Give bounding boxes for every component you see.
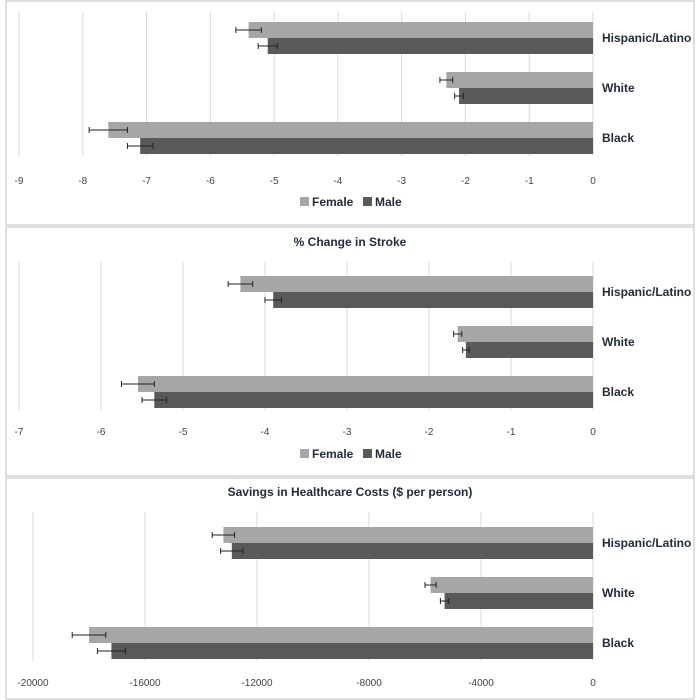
x-tick-label: -7: [15, 427, 24, 438]
category-label: Hispanic/Latino: [602, 285, 691, 299]
x-tick-label: -4: [333, 176, 342, 187]
legend-swatch-female: [300, 449, 309, 458]
bar-female: [137, 376, 593, 392]
bar-male: [111, 643, 594, 659]
bar-male: [140, 138, 593, 154]
panel-frame: [5, 0, 695, 226]
category-label: Black: [602, 636, 634, 650]
legend-swatch-female: [300, 197, 309, 206]
x-tick-label: -6: [97, 427, 106, 438]
bar-male: [465, 342, 593, 358]
bar-female: [108, 122, 594, 138]
category-label: Hispanic/Latino: [602, 536, 691, 550]
bar-female: [430, 577, 593, 593]
bar-male: [273, 292, 593, 308]
x-tick-label: 0: [590, 176, 596, 187]
chart-panel-3: Savings in Healthcare Costs ($ per perso…: [5, 477, 695, 700]
legend-swatch-male: [363, 449, 372, 458]
bar-female: [457, 326, 593, 342]
panel-frame: [5, 226, 695, 477]
x-tick-label: -5: [179, 427, 188, 438]
x-tick-label: -5: [270, 176, 279, 187]
bar-male: [231, 543, 594, 559]
x-tick-label: 0: [590, 678, 596, 689]
x-tick-label: -9: [15, 176, 24, 187]
x-tick-label: -1: [525, 176, 534, 187]
panel-frame: [5, 477, 695, 700]
x-tick-label: -3: [397, 176, 406, 187]
legend-label-male: Male: [375, 195, 402, 209]
bar-male: [459, 88, 593, 104]
chart-title: Savings in Healthcare Costs ($ per perso…: [228, 485, 473, 499]
bar-female: [248, 22, 593, 38]
bar-male: [444, 593, 593, 609]
legend-label-male: Male: [375, 447, 402, 461]
category-label: Black: [602, 385, 634, 399]
x-tick-label: -2: [425, 427, 434, 438]
x-tick-label: -3: [343, 427, 352, 438]
category-label: Hispanic/Latino: [602, 31, 691, 45]
x-tick-label: -2: [461, 176, 470, 187]
legend-swatch-male: [363, 197, 372, 206]
legend-label-female: Female: [312, 447, 354, 461]
category-label: White: [602, 586, 635, 600]
category-label: White: [602, 335, 635, 349]
bar-female: [223, 527, 593, 543]
x-tick-label: -4: [261, 427, 270, 438]
chart-panel-1: -9 -8 -7 -6 -5 -4 -3 -2 -1 0 Hispanic/Latino White B…: [5, 0, 695, 226]
x-tick-label: -6: [206, 176, 215, 187]
x-tick-label: 0: [590, 427, 596, 438]
category-label: White: [602, 81, 635, 95]
x-tick-label: -8000: [356, 678, 382, 689]
x-tick-label: -12000: [241, 678, 273, 689]
legend-label-female: Female: [312, 195, 354, 209]
bar-female: [446, 72, 593, 88]
bar-male: [154, 392, 594, 408]
x-tick-label: -16000: [129, 678, 161, 689]
chart-title: % Change in Stroke: [294, 235, 407, 249]
category-label: Black: [602, 131, 634, 145]
x-tick-label: -20000: [17, 678, 49, 689]
bar-female: [240, 276, 593, 292]
bar-male: [267, 38, 593, 54]
bar-female: [89, 627, 593, 643]
x-tick-label: -8: [78, 176, 87, 187]
x-tick-label: -4000: [468, 678, 494, 689]
chart-panel-2: % Change in Stroke -7 -6 -5 -4 -3 -2 -1 0 Hispani…: [5, 226, 695, 477]
x-tick-label: -7: [142, 176, 151, 187]
x-tick-label: -1: [507, 427, 516, 438]
